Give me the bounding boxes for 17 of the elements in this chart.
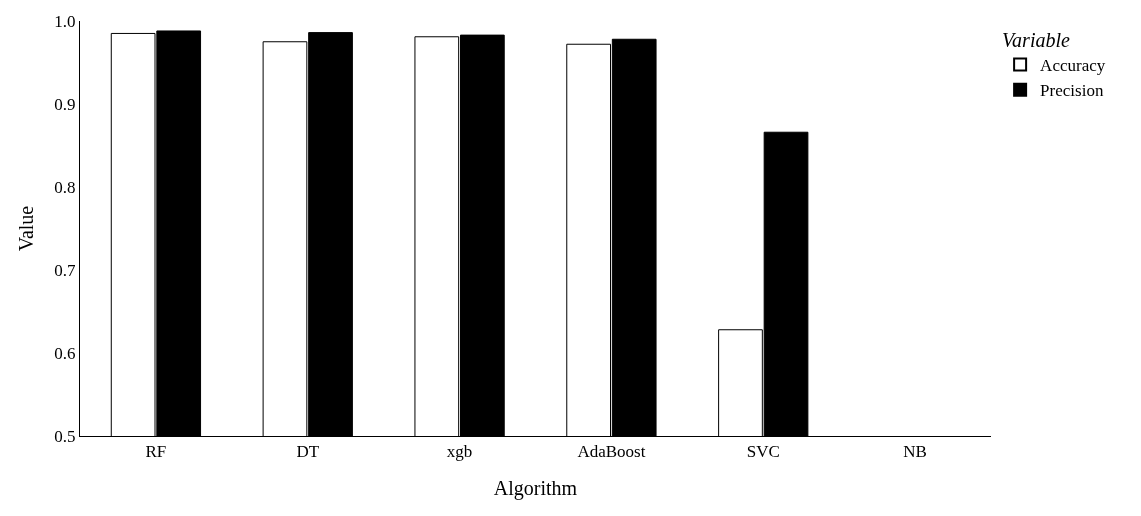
y-tick-label: 0.6 — [54, 343, 76, 363]
y-tick-label: 0.8 — [54, 177, 76, 197]
x-tick-label: xgb — [446, 442, 473, 462]
x-tick-label: RF — [145, 442, 167, 462]
y-tick-label: 0.9 — [54, 94, 76, 114]
legend-label: Accuracy — [1040, 56, 1106, 76]
x-tick-label: DT — [296, 442, 320, 462]
y-tick-label: 0.7 — [54, 260, 77, 280]
y-axis-title: Value — [14, 205, 37, 252]
x-axis-title: Algorithm — [493, 476, 578, 500]
x-tick-label: SVC — [746, 442, 780, 462]
y-tick-label: 0.5 — [54, 426, 76, 446]
x-tick-label: NB — [903, 442, 927, 462]
y-tick-label: 1.0 — [54, 11, 76, 31]
legend-title: Variable — [1002, 29, 1071, 51]
legend-label: Precision — [1040, 81, 1104, 101]
x-tick-label: AdaBoost — [577, 442, 646, 462]
